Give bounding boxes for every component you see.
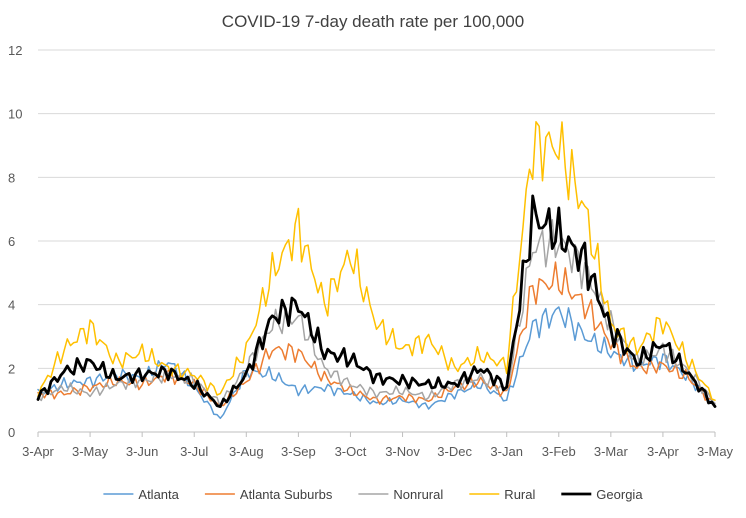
x-tick-label: 3-Jan xyxy=(490,444,523,459)
legend-label: Georgia xyxy=(596,487,643,502)
x-tick-label: 3-Apr xyxy=(647,444,679,459)
series-line-rural xyxy=(37,121,716,401)
legend-item-atlanta: Atlanta xyxy=(103,487,180,502)
x-tick-label: 3-Sep xyxy=(281,444,316,459)
chart-title: COVID-19 7-day death rate per 100,000 xyxy=(222,12,524,31)
y-tick-label: 8 xyxy=(8,170,15,185)
legend-item-rural: Rural xyxy=(469,487,535,502)
y-tick-label: 12 xyxy=(8,43,22,58)
x-tick-label: 3-May xyxy=(72,444,109,459)
series-lines xyxy=(36,121,717,420)
legend-label: Rural xyxy=(504,487,535,502)
x-tick-label: 3-May xyxy=(697,444,734,459)
legend-item-atlanta-suburbs: Atlanta Suburbs xyxy=(204,487,333,502)
x-tick-label: 3-Oct xyxy=(335,444,367,459)
legend: Atlanta Atlanta Suburbs Nonrural Rural Georg… xyxy=(103,487,643,502)
legend-label: Atlanta xyxy=(138,487,179,502)
y-tick-label: 0 xyxy=(8,425,15,440)
x-tick-label: 3-Feb xyxy=(542,444,576,459)
y-tick-label: 6 xyxy=(8,234,15,249)
series-line-nonrural xyxy=(37,218,716,408)
series-line-atlanta-suburbs xyxy=(37,261,716,408)
series-line-georgia xyxy=(36,194,717,408)
x-tick-label: 3-Mar xyxy=(594,444,629,459)
y-tick-label: 2 xyxy=(8,361,15,376)
x-tick-label: 3-Jul xyxy=(180,444,208,459)
x-tick-label: 3-Dec xyxy=(437,444,472,459)
y-axis: 0 2 4 6 8 10 12 xyxy=(8,43,22,440)
grid xyxy=(38,49,715,433)
x-axis: 3-Apr 3-May 3-Jun 3-Jul 3-Aug 3-Sep 3-Oct 3-Nov… xyxy=(22,432,734,459)
x-tick-label: 3-Aug xyxy=(229,444,264,459)
x-tick-label: 3-Apr xyxy=(22,444,54,459)
legend-label: Atlanta Suburbs xyxy=(240,487,333,502)
legend-item-georgia: Georgia xyxy=(561,487,643,502)
y-tick-label: 10 xyxy=(8,107,22,122)
legend-item-nonrural: Nonrural xyxy=(358,487,443,502)
legend-label: Nonrural xyxy=(393,487,443,502)
x-tick-label: 3-Jun xyxy=(126,444,159,459)
y-tick-label: 4 xyxy=(8,298,15,313)
x-tick-label: 3-Nov xyxy=(385,444,420,459)
